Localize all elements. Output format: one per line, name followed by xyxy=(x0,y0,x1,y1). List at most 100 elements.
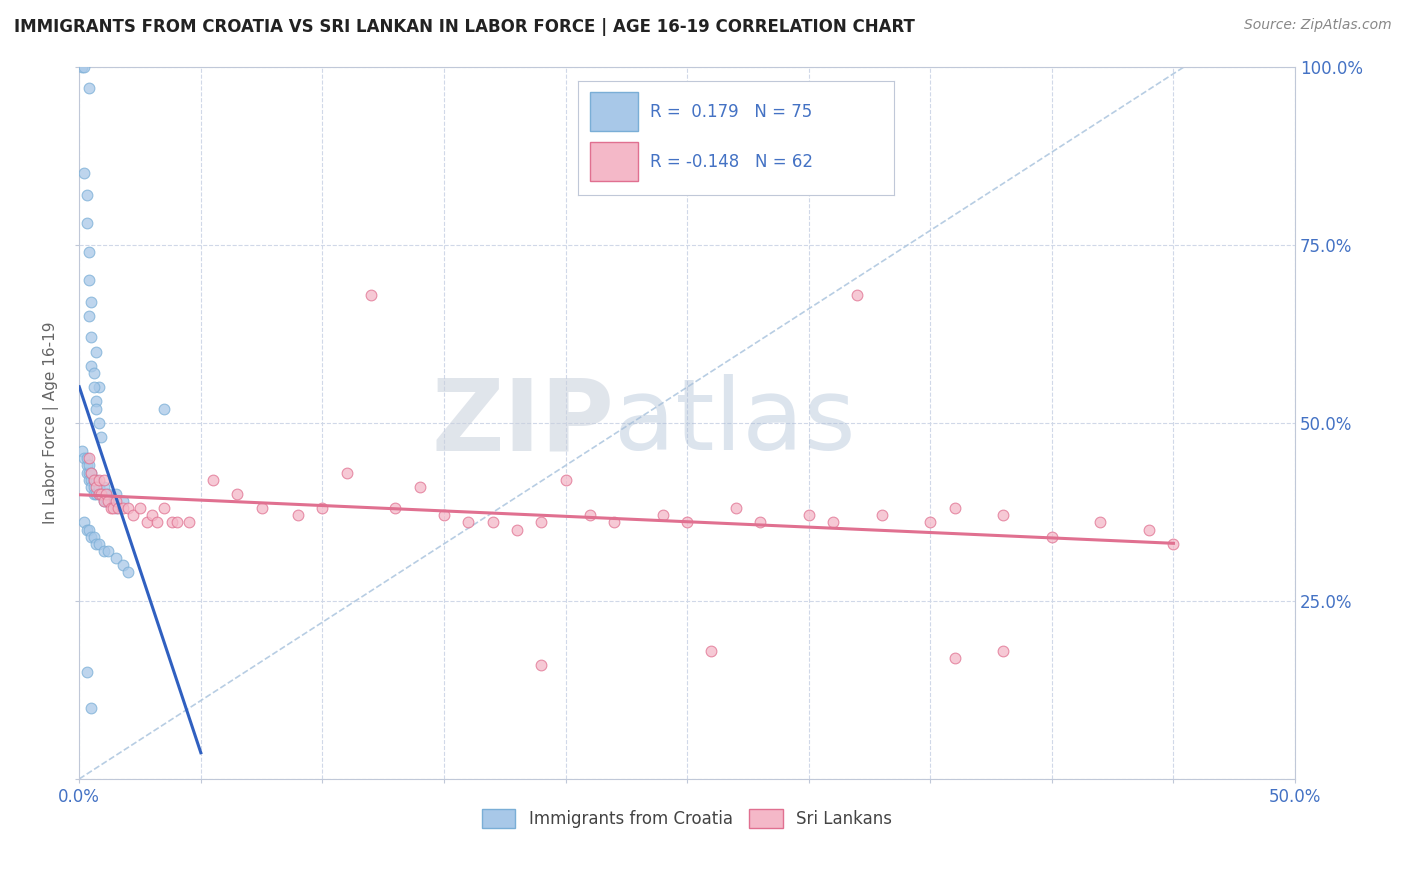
Point xyxy=(93,494,115,508)
Point xyxy=(117,501,139,516)
Point xyxy=(177,516,200,530)
Point xyxy=(993,643,1015,657)
Point xyxy=(112,558,135,573)
Point xyxy=(84,401,107,416)
Point xyxy=(83,366,105,380)
Point xyxy=(84,344,107,359)
Point xyxy=(100,494,122,508)
Point xyxy=(76,451,98,466)
Point xyxy=(83,487,105,501)
Point xyxy=(846,287,869,301)
Y-axis label: In Labor Force | Age 16-19: In Labor Force | Age 16-19 xyxy=(44,321,59,524)
Point xyxy=(943,501,966,516)
Point xyxy=(530,516,553,530)
Point xyxy=(77,466,100,480)
Point xyxy=(77,458,100,473)
Point xyxy=(76,665,98,679)
Point xyxy=(603,516,626,530)
Text: atlas: atlas xyxy=(614,375,856,471)
Point xyxy=(112,494,135,508)
Point xyxy=(97,544,120,558)
Point xyxy=(700,643,723,657)
Point xyxy=(141,508,163,523)
Point xyxy=(112,501,135,516)
Point xyxy=(83,480,105,494)
Point xyxy=(166,516,188,530)
Point xyxy=(103,501,125,516)
Point xyxy=(93,480,115,494)
Point xyxy=(80,700,103,714)
Point xyxy=(80,480,103,494)
Point xyxy=(433,508,456,523)
Point xyxy=(579,508,602,523)
Point xyxy=(250,501,273,516)
Point xyxy=(83,473,105,487)
Point xyxy=(129,501,152,516)
Point xyxy=(70,60,93,74)
Point xyxy=(408,480,430,494)
Point xyxy=(93,487,115,501)
Point xyxy=(87,487,110,501)
Point xyxy=(73,516,96,530)
Point xyxy=(80,359,103,373)
Point xyxy=(336,466,359,480)
Point xyxy=(90,487,112,501)
Point xyxy=(749,516,772,530)
Point xyxy=(287,508,309,523)
Point xyxy=(87,380,110,394)
Point xyxy=(70,444,93,458)
Point xyxy=(117,566,139,580)
Point xyxy=(870,508,893,523)
Point xyxy=(104,551,127,566)
Point xyxy=(201,473,224,487)
Legend: Immigrants from Croatia, Sri Lankans: Immigrants from Croatia, Sri Lankans xyxy=(475,802,898,835)
Point xyxy=(797,508,820,523)
Point xyxy=(90,487,112,501)
Point xyxy=(100,501,122,516)
Point xyxy=(90,430,112,444)
Point xyxy=(104,494,127,508)
Point xyxy=(93,473,115,487)
Point xyxy=(724,501,747,516)
Point xyxy=(80,473,103,487)
Point xyxy=(73,166,96,180)
Point xyxy=(481,516,503,530)
Point xyxy=(87,480,110,494)
Point xyxy=(146,516,169,530)
Point xyxy=(97,494,120,508)
Point xyxy=(77,451,100,466)
Point xyxy=(73,60,96,74)
Point xyxy=(93,494,115,508)
Point xyxy=(76,523,98,537)
Point xyxy=(457,516,479,530)
Point xyxy=(76,216,98,230)
Point xyxy=(121,508,143,523)
Point xyxy=(94,494,117,508)
Point xyxy=(80,294,103,309)
Point xyxy=(93,544,115,558)
Text: IMMIGRANTS FROM CROATIA VS SRI LANKAN IN LABOR FORCE | AGE 16-19 CORRELATION CHA: IMMIGRANTS FROM CROATIA VS SRI LANKAN IN… xyxy=(14,18,915,36)
Point xyxy=(76,458,98,473)
Point xyxy=(920,516,942,530)
Point xyxy=(506,523,529,537)
Point xyxy=(84,487,107,501)
Point xyxy=(104,501,127,516)
Point xyxy=(84,473,107,487)
Point xyxy=(84,480,107,494)
Point xyxy=(83,380,105,394)
Point xyxy=(1137,523,1160,537)
Point xyxy=(103,494,125,508)
Point xyxy=(1090,516,1112,530)
Point xyxy=(360,287,382,301)
Point xyxy=(993,508,1015,523)
Point xyxy=(153,501,176,516)
Point xyxy=(1040,530,1063,544)
Point xyxy=(80,530,103,544)
Point xyxy=(77,309,100,323)
Point xyxy=(77,81,100,95)
Point xyxy=(1163,537,1185,551)
Point xyxy=(77,523,100,537)
Point xyxy=(84,394,107,409)
Point xyxy=(136,516,159,530)
Point xyxy=(87,537,110,551)
